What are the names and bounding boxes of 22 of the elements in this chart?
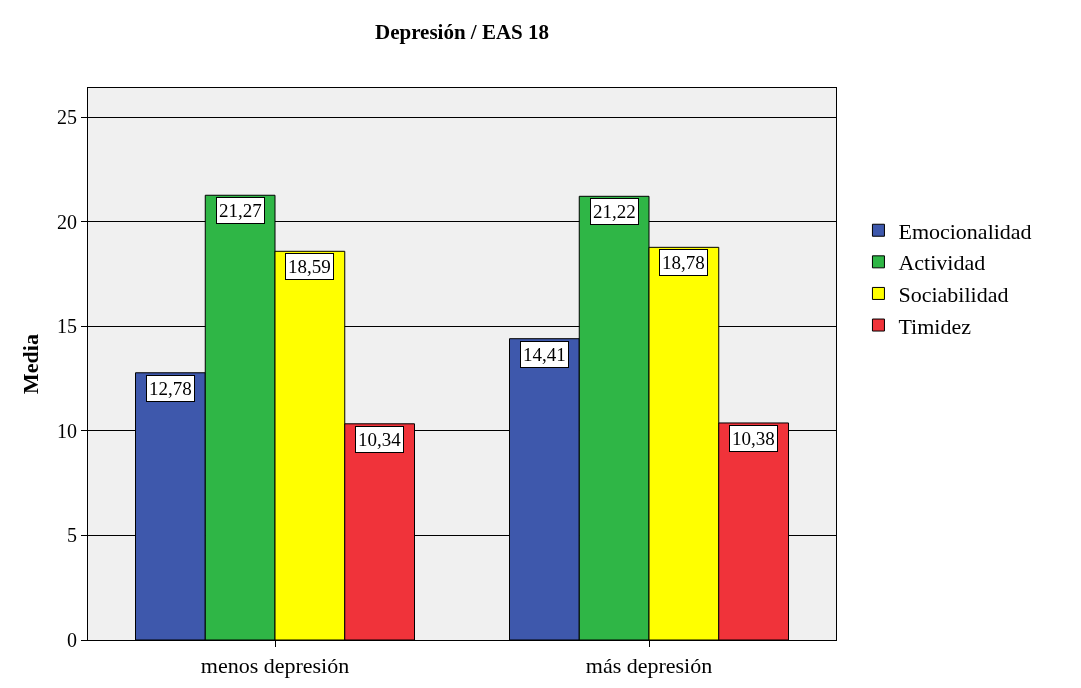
data-label: 18,78 [662, 252, 705, 273]
y-tick-label: 5 [67, 524, 77, 547]
data-label: 21,27 [219, 200, 262, 221]
y-tick-label: 15 [57, 315, 77, 338]
y-tick-label: 25 [57, 106, 77, 129]
legend-label: Timidez [898, 313, 972, 339]
data-label: 14,41 [523, 344, 566, 365]
x-tick-label: menos depresión [200, 653, 350, 679]
y-tick-label: 0 [67, 629, 77, 651]
chart-title: Depresión / EAS 18 [374, 19, 550, 44]
legend-label: Emocionalidad [898, 218, 1032, 244]
data-label: 18,59 [288, 256, 331, 277]
data-label: 12,78 [149, 378, 192, 399]
y-axis-title: Media [17, 334, 43, 394]
y-tick-label: 10 [57, 419, 77, 442]
x-tick-label: más depresión [585, 653, 713, 679]
data-label: 21,22 [593, 201, 636, 222]
y-tick-label: 20 [57, 210, 77, 233]
data-label: 10,38 [732, 428, 775, 449]
legend-label: Actividad [898, 250, 986, 276]
legend-label: Sociabilidad [898, 282, 1009, 308]
data-label: 10,34 [358, 429, 402, 450]
